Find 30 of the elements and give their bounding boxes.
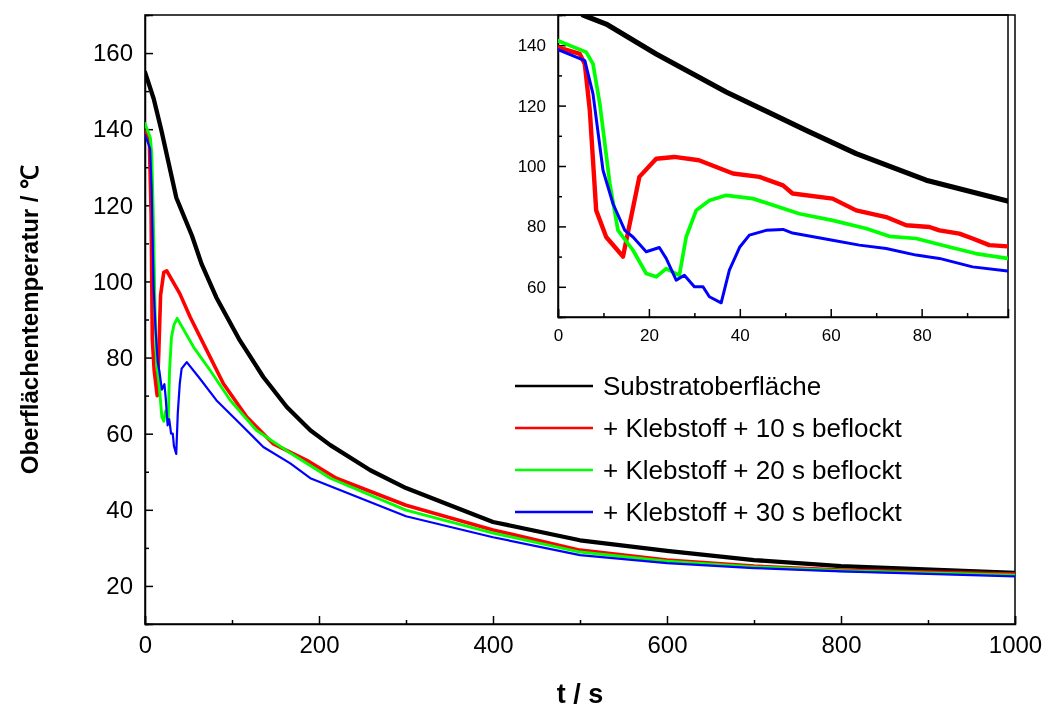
x-tick-label: 1000 <box>988 631 1043 659</box>
x-tick-label: 80 <box>912 326 932 346</box>
x-tick-label: 60 <box>821 326 841 346</box>
legend-label: + Klebstoff + 20 s beflockt <box>603 455 903 485</box>
x-axis-title: t / s <box>556 679 604 709</box>
y-tick-label: 80 <box>527 217 546 237</box>
x-tick-label: 0 <box>553 326 564 346</box>
y-tick-label: 160 <box>92 39 133 67</box>
legend-label: Substratoberfläche <box>603 371 822 401</box>
x-tick-label: 40 <box>730 326 750 346</box>
y-tick-label: 80 <box>106 343 133 371</box>
y-tick-label: 60 <box>106 419 133 447</box>
legend-label: + Klebstoff + 30 s beflockt <box>603 497 903 527</box>
y-tick-label: 140 <box>517 36 546 56</box>
y-tick-label: 100 <box>92 267 133 295</box>
legend-label: + Klebstoff + 10 s beflockt <box>603 413 903 443</box>
y-tick-label: 40 <box>106 495 133 523</box>
y-tick-label: 120 <box>92 191 133 219</box>
y-tick-label: 140 <box>92 115 133 143</box>
x-tick-label: 200 <box>299 631 340 659</box>
x-tick-label: 20 <box>639 326 659 346</box>
y-axis-title: Oberflächentemperatur / ℃ <box>16 164 43 475</box>
x-tick-label: 400 <box>473 631 514 659</box>
x-tick-label: 600 <box>647 631 688 659</box>
x-tick-label: 800 <box>821 631 862 659</box>
x-tick-label: 0 <box>138 631 153 659</box>
y-tick-label: 20 <box>106 572 133 600</box>
y-tick-label: 120 <box>517 96 546 116</box>
y-tick-label: 100 <box>517 156 546 176</box>
y-tick-label: 60 <box>527 277 546 297</box>
